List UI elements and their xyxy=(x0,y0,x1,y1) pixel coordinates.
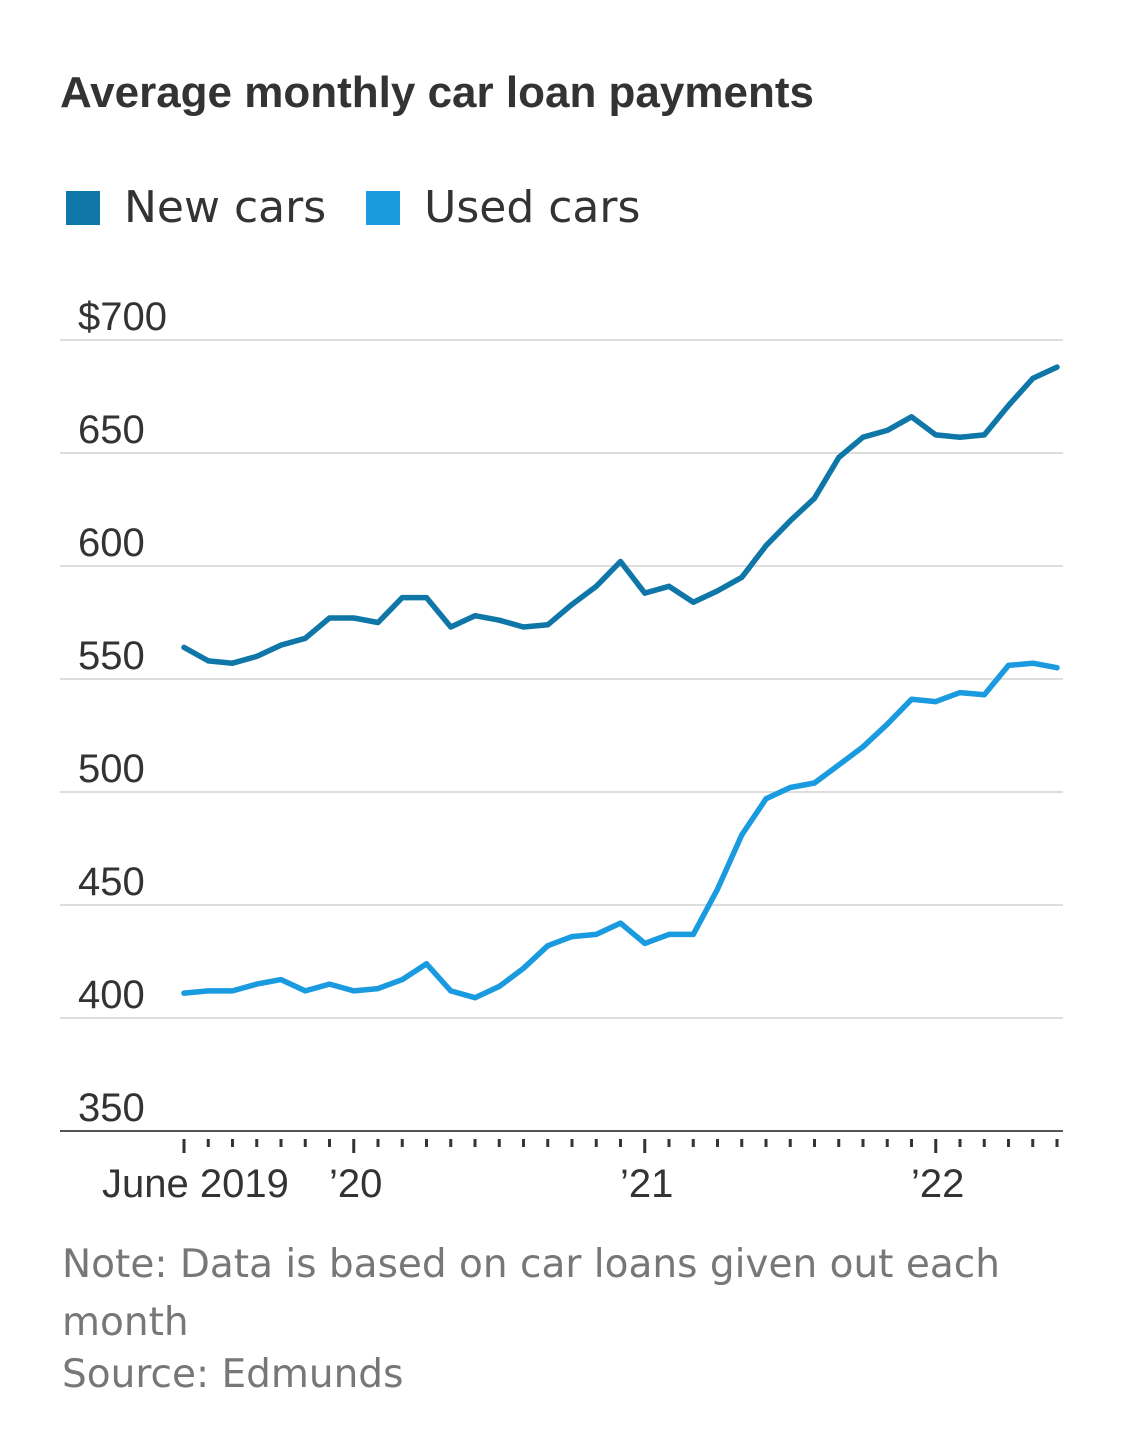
data-point-new-cars xyxy=(569,601,575,608)
data-point-new-cars xyxy=(957,434,963,440)
data-point-new-cars xyxy=(205,658,211,664)
series-line-used-cars xyxy=(181,660,1060,1001)
x-tick-label: ’21 xyxy=(620,1162,673,1206)
data-point-new-cars xyxy=(545,622,551,628)
data-point-new-cars xyxy=(375,619,381,626)
data-point-new-cars xyxy=(278,642,284,648)
data-point-used-cars xyxy=(1030,660,1036,666)
data-point-new-cars xyxy=(933,432,939,438)
data-point-new-cars xyxy=(908,414,915,420)
data-point-used-cars xyxy=(472,995,478,1001)
y-tick-label: 450 xyxy=(78,860,145,904)
data-point-used-cars xyxy=(181,990,187,996)
data-point-used-cars xyxy=(254,981,260,987)
chart-title: Average monthly car loan payments xyxy=(60,68,814,117)
data-point-new-cars xyxy=(302,635,308,641)
legend: New cars Used cars xyxy=(66,182,680,233)
legend-item-new-cars: New cars xyxy=(66,182,326,233)
data-point-used-cars xyxy=(569,934,575,940)
data-point-new-cars xyxy=(617,558,624,565)
data-point-used-cars xyxy=(690,931,696,937)
data-point-new-cars xyxy=(254,653,260,659)
y-tick-label: 400 xyxy=(78,973,145,1017)
x-tick-label: ’20 xyxy=(329,1162,382,1206)
data-point-used-cars xyxy=(520,965,527,971)
legend-item-used-cars: Used cars xyxy=(366,182,640,233)
data-point-new-cars xyxy=(763,543,769,549)
data-point-used-cars xyxy=(981,692,987,698)
data-point-new-cars xyxy=(836,454,842,461)
data-point-new-cars xyxy=(229,660,236,666)
data-point-used-cars xyxy=(1005,662,1012,669)
data-point-used-cars xyxy=(1054,665,1060,671)
data-point-used-cars xyxy=(448,988,454,994)
data-point-new-cars xyxy=(496,617,502,623)
data-point-new-cars xyxy=(860,434,866,440)
data-point-used-cars xyxy=(278,976,284,983)
data-point-used-cars xyxy=(593,931,599,937)
data-point-new-cars xyxy=(593,583,599,589)
data-point-used-cars xyxy=(545,943,551,949)
data-point-new-cars xyxy=(714,588,721,594)
data-point-used-cars xyxy=(836,762,842,768)
data-point-used-cars xyxy=(423,961,430,967)
data-point-used-cars xyxy=(787,784,793,791)
data-point-new-cars xyxy=(642,590,648,596)
data-point-used-cars xyxy=(351,988,357,994)
data-point-new-cars xyxy=(423,595,430,601)
data-point-used-cars xyxy=(205,988,211,994)
data-point-used-cars xyxy=(860,744,866,750)
data-point-used-cars xyxy=(326,981,333,987)
data-point-new-cars xyxy=(1030,375,1036,382)
data-point-new-cars xyxy=(811,495,818,501)
data-point-new-cars xyxy=(690,599,696,605)
y-tick-label: 350 xyxy=(78,1086,145,1130)
data-point-used-cars xyxy=(908,696,915,702)
data-point-new-cars xyxy=(1005,402,1012,409)
series-line-new-cars xyxy=(181,364,1060,666)
chart-note: Note: Data is based on car loans given o… xyxy=(62,1242,1000,1345)
data-point-used-cars xyxy=(399,976,405,983)
data-point-used-cars xyxy=(714,886,721,892)
y-tick-label: 600 xyxy=(78,521,145,565)
legend-swatch-new-cars xyxy=(66,190,100,225)
data-point-new-cars xyxy=(666,583,672,589)
data-point-new-cars xyxy=(981,432,987,438)
data-point-used-cars xyxy=(496,983,502,989)
data-point-used-cars xyxy=(739,832,745,838)
data-point-new-cars xyxy=(520,624,527,630)
legend-swatch-used-cars xyxy=(366,190,401,225)
data-point-used-cars xyxy=(617,920,624,926)
data-point-used-cars xyxy=(957,689,963,696)
data-point-used-cars xyxy=(666,931,672,937)
data-point-new-cars xyxy=(181,644,187,650)
x-tick-label: June 2019 xyxy=(102,1162,289,1206)
data-point-new-cars xyxy=(787,518,793,524)
data-point-new-cars xyxy=(1054,364,1060,370)
data-point-new-cars xyxy=(884,427,890,433)
y-tick-label: $700 xyxy=(78,295,167,339)
data-point-used-cars xyxy=(884,721,890,727)
y-tick-label: 650 xyxy=(78,408,145,452)
data-point-new-cars xyxy=(448,624,454,630)
y-tick-label: 550 xyxy=(78,634,145,678)
data-point-used-cars xyxy=(642,940,648,947)
y-tick-label: 500 xyxy=(78,747,145,791)
data-point-used-cars xyxy=(229,988,236,994)
data-point-new-cars xyxy=(472,613,478,619)
legend-label-used-cars: Used cars xyxy=(424,182,641,233)
chart-source: Source: Edmunds xyxy=(62,1352,404,1397)
data-point-used-cars xyxy=(933,699,939,705)
data-point-new-cars xyxy=(351,615,357,621)
legend-label-new-cars: New cars xyxy=(124,182,327,233)
x-tick-label: ’22 xyxy=(911,1162,964,1206)
line-chart: $700 650 600 550 500 450 400 350 June 2019 ’20 ’21… xyxy=(60,295,1063,1206)
data-point-used-cars xyxy=(302,988,308,994)
data-point-used-cars xyxy=(763,796,769,802)
data-point-used-cars xyxy=(811,780,818,786)
data-point-used-cars xyxy=(375,986,381,992)
data-point-new-cars xyxy=(326,615,333,621)
data-point-new-cars xyxy=(399,595,405,601)
data-point-new-cars xyxy=(739,574,745,580)
